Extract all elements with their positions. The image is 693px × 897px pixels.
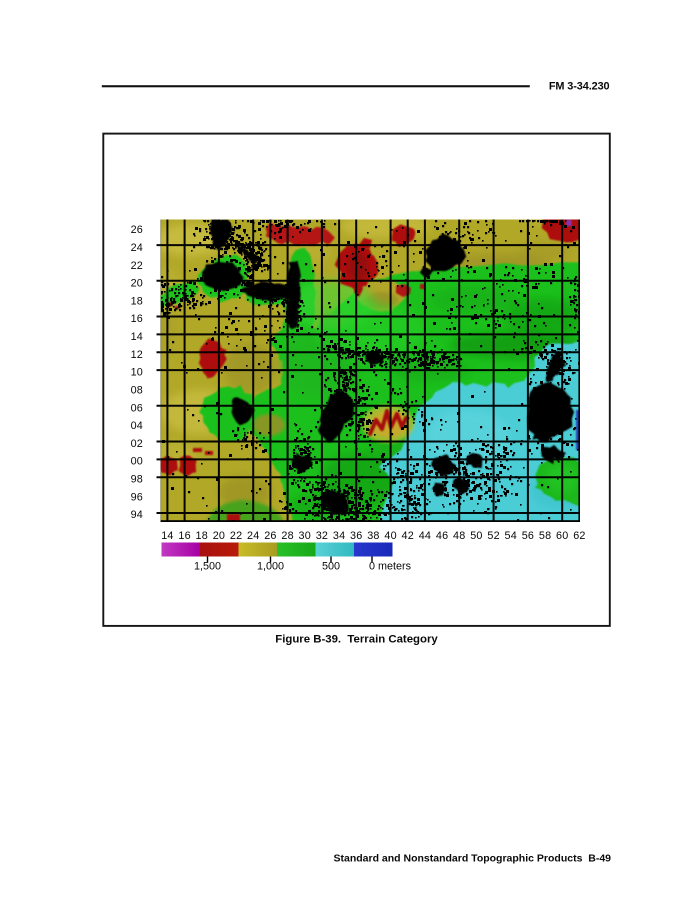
svg-text:36: 36 <box>350 530 362 542</box>
svg-text:20: 20 <box>213 530 225 542</box>
svg-text:48: 48 <box>453 530 465 542</box>
svg-text:50: 50 <box>470 530 482 542</box>
svg-text:Figure B-39. Terrain Category: Figure B-39. Terrain Category <box>275 633 438 645</box>
svg-text:62: 62 <box>573 530 585 542</box>
svg-text:34: 34 <box>333 530 345 542</box>
svg-text:16: 16 <box>178 530 190 542</box>
svg-text:40: 40 <box>384 530 396 542</box>
svg-text:58: 58 <box>539 530 551 542</box>
svg-text:14: 14 <box>131 331 143 343</box>
svg-text:42: 42 <box>401 530 413 542</box>
svg-text:FM 3-34.230: FM 3-34.230 <box>549 80 610 92</box>
svg-text:18: 18 <box>131 295 143 307</box>
svg-text:08: 08 <box>131 385 143 397</box>
svg-text:Standard and Nonstandard Topog: Standard and Nonstandard Topographic Pro… <box>334 852 612 864</box>
svg-text:0 meters: 0 meters <box>369 561 412 573</box>
svg-text:06: 06 <box>131 402 143 414</box>
svg-text:22: 22 <box>230 530 242 542</box>
svg-text:24: 24 <box>247 530 259 542</box>
svg-text:500: 500 <box>322 561 340 573</box>
svg-text:16: 16 <box>131 313 143 325</box>
svg-text:02: 02 <box>131 438 143 450</box>
svg-text:18: 18 <box>195 530 207 542</box>
svg-text:32: 32 <box>316 530 328 542</box>
svg-text:10: 10 <box>131 367 143 379</box>
svg-text:98: 98 <box>131 474 143 486</box>
svg-text:52: 52 <box>487 530 499 542</box>
svg-text:20: 20 <box>131 278 143 290</box>
svg-text:1,000: 1,000 <box>257 561 284 573</box>
svg-text:44: 44 <box>419 530 431 542</box>
svg-text:30: 30 <box>298 530 310 542</box>
svg-text:24: 24 <box>131 242 143 254</box>
svg-text:94: 94 <box>131 509 143 521</box>
svg-text:96: 96 <box>131 491 143 503</box>
svg-text:46: 46 <box>436 530 448 542</box>
svg-text:04: 04 <box>131 420 143 432</box>
svg-text:60: 60 <box>556 530 568 542</box>
svg-text:00: 00 <box>131 456 143 468</box>
svg-text:54: 54 <box>504 530 516 542</box>
svg-text:1,500: 1,500 <box>194 561 221 573</box>
svg-text:14: 14 <box>161 530 173 542</box>
svg-text:22: 22 <box>131 260 143 272</box>
svg-text:56: 56 <box>522 530 534 542</box>
svg-text:26: 26 <box>264 530 276 542</box>
svg-text:28: 28 <box>281 530 293 542</box>
svg-text:38: 38 <box>367 530 379 542</box>
svg-text:12: 12 <box>131 349 143 361</box>
svg-text:26: 26 <box>131 224 143 236</box>
